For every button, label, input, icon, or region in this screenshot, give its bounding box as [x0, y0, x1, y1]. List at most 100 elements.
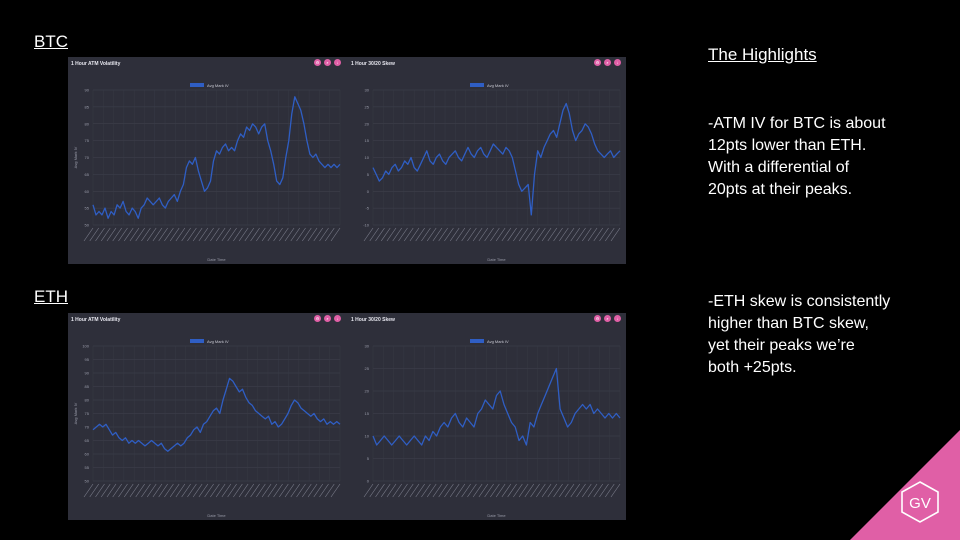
x-tick-label — [89, 227, 99, 242]
x-tick-label — [290, 227, 301, 242]
x-tick-label — [455, 483, 466, 498]
y-tick-label: 80 — [85, 121, 90, 126]
x-tick-label — [541, 483, 552, 498]
download-icon[interactable]: ↓ — [334, 59, 341, 66]
x-tick-label — [129, 227, 140, 242]
x-tick-label — [233, 227, 243, 242]
x-tick-label — [495, 483, 506, 498]
x-tick-label — [210, 483, 220, 498]
x-tick-label — [570, 483, 581, 498]
x-axis-label: Date Time — [487, 513, 506, 518]
x-tick-label — [472, 483, 483, 498]
x-tick-label — [403, 227, 414, 242]
y-tick-label: 20 — [365, 121, 370, 126]
x-tick-label — [605, 227, 615, 242]
btc-skew-plot: -10 -5 0 5 10 15 20 25 30 Avg Mark IV Date Time — [363, 83, 621, 262]
x-tick-label — [507, 227, 517, 242]
x-tick-label — [461, 227, 471, 242]
x-tick-label — [501, 227, 512, 242]
settings-icon[interactable]: ⚙ — [594, 315, 601, 322]
x-tick-label — [100, 227, 111, 242]
x-tick-label — [513, 483, 523, 498]
x-tick-label — [518, 483, 529, 498]
x-tick-label — [409, 483, 420, 498]
x-tick-label — [164, 483, 174, 498]
chart-toolbar: ⚙ ⌕ ↓ — [314, 315, 341, 322]
x-tick-label — [380, 227, 391, 242]
y-tick-label: -5 — [365, 206, 369, 211]
eth-skew-chart: 0 5 10 15 20 25 30 Avg Mark IV Date Time 1 Hour … — [348, 313, 626, 520]
settings-icon[interactable]: ⚙ — [314, 59, 321, 66]
x-tick-label — [559, 483, 569, 498]
note-line: -ATM IV for BTC is about — [708, 115, 886, 132]
x-tick-label — [610, 483, 621, 498]
x-tick-label — [83, 483, 94, 498]
x-axis-label: Date Time — [487, 257, 506, 262]
search-icon[interactable]: ⌕ — [604, 315, 611, 322]
y-tick-label: 60 — [85, 189, 90, 194]
x-tick-label — [605, 483, 615, 498]
eth-chart-panel: 50 55 60 65 70 75 80 85 90 95 100 Avg Mark IV Date T… — [68, 313, 626, 520]
y-tick-label: 100 — [82, 344, 89, 349]
x-tick-label — [123, 483, 134, 498]
eth-section-label: ETH — [34, 287, 68, 306]
x-tick-label — [204, 483, 214, 498]
x-tick-label — [244, 483, 255, 498]
y-tick-label: 70 — [85, 425, 90, 430]
settings-icon[interactable]: ⚙ — [314, 315, 321, 322]
y-tick-label: 65 — [85, 438, 90, 443]
x-tick-label — [158, 483, 168, 498]
x-tick-label — [181, 483, 191, 498]
x-tick-label — [319, 227, 329, 242]
x-tick-label — [89, 483, 99, 498]
x-tick-label — [256, 483, 266, 498]
x-tick-label — [599, 227, 609, 242]
x-tick-label — [415, 227, 425, 242]
x-tick-label — [158, 227, 168, 242]
settings-icon[interactable]: ⚙ — [594, 59, 601, 66]
y-tick-label: 25 — [365, 104, 370, 109]
y-tick-label: 75 — [85, 411, 90, 416]
download-icon[interactable]: ↓ — [334, 315, 341, 322]
y-tick-label: 5 — [367, 172, 370, 177]
x-tick-label — [513, 227, 523, 242]
gv-logo: GV — [850, 430, 960, 540]
search-icon[interactable]: ⌕ — [604, 59, 611, 66]
highlight-note-2: -ETH skew is consistently higher than BT… — [708, 291, 948, 379]
x-tick-label — [284, 227, 295, 242]
x-tick-label — [244, 227, 255, 242]
x-tick-label — [302, 483, 312, 498]
x-tick-label — [524, 483, 535, 498]
x-tick-label — [421, 227, 431, 242]
x-tick-label — [181, 227, 191, 242]
x-tick-label — [547, 483, 558, 498]
search-icon[interactable]: ⌕ — [324, 59, 331, 66]
y-tick-label: 0 — [367, 189, 370, 194]
x-tick-label — [461, 483, 471, 498]
note-line: With a differential of — [708, 159, 850, 176]
chart-toolbar: ⚙ ⌕ ↓ — [594, 315, 621, 322]
legend-label: Avg Mark IV — [487, 339, 509, 344]
note-line: 20pts at their peaks. — [708, 181, 853, 198]
x-tick-label — [501, 483, 512, 498]
x-tick-label — [398, 227, 408, 242]
x-tick-label — [386, 483, 397, 498]
highlights-title: The Highlights — [708, 45, 817, 64]
download-icon[interactable]: ↓ — [614, 59, 621, 66]
x-tick-label — [490, 227, 500, 242]
x-tick-label — [273, 483, 283, 498]
x-tick-label — [313, 483, 324, 498]
x-tick-label — [164, 227, 174, 242]
chart-title: 1 Hour 30/20 Skew — [351, 317, 395, 323]
btc-atm-chart: 50 55 60 65 70 75 80 85 90 Avg Mark IV Date Time Av… — [68, 57, 346, 264]
x-tick-label — [363, 227, 374, 242]
x-tick-label — [467, 483, 477, 498]
y-tick-label: 30 — [365, 344, 370, 349]
x-tick-label — [325, 227, 335, 242]
x-tick-label — [369, 227, 379, 242]
x-tick-label — [587, 227, 598, 242]
x-tick-label — [238, 227, 249, 242]
download-icon[interactable]: ↓ — [614, 315, 621, 322]
x-tick-label — [187, 227, 197, 242]
search-icon[interactable]: ⌕ — [324, 315, 331, 322]
